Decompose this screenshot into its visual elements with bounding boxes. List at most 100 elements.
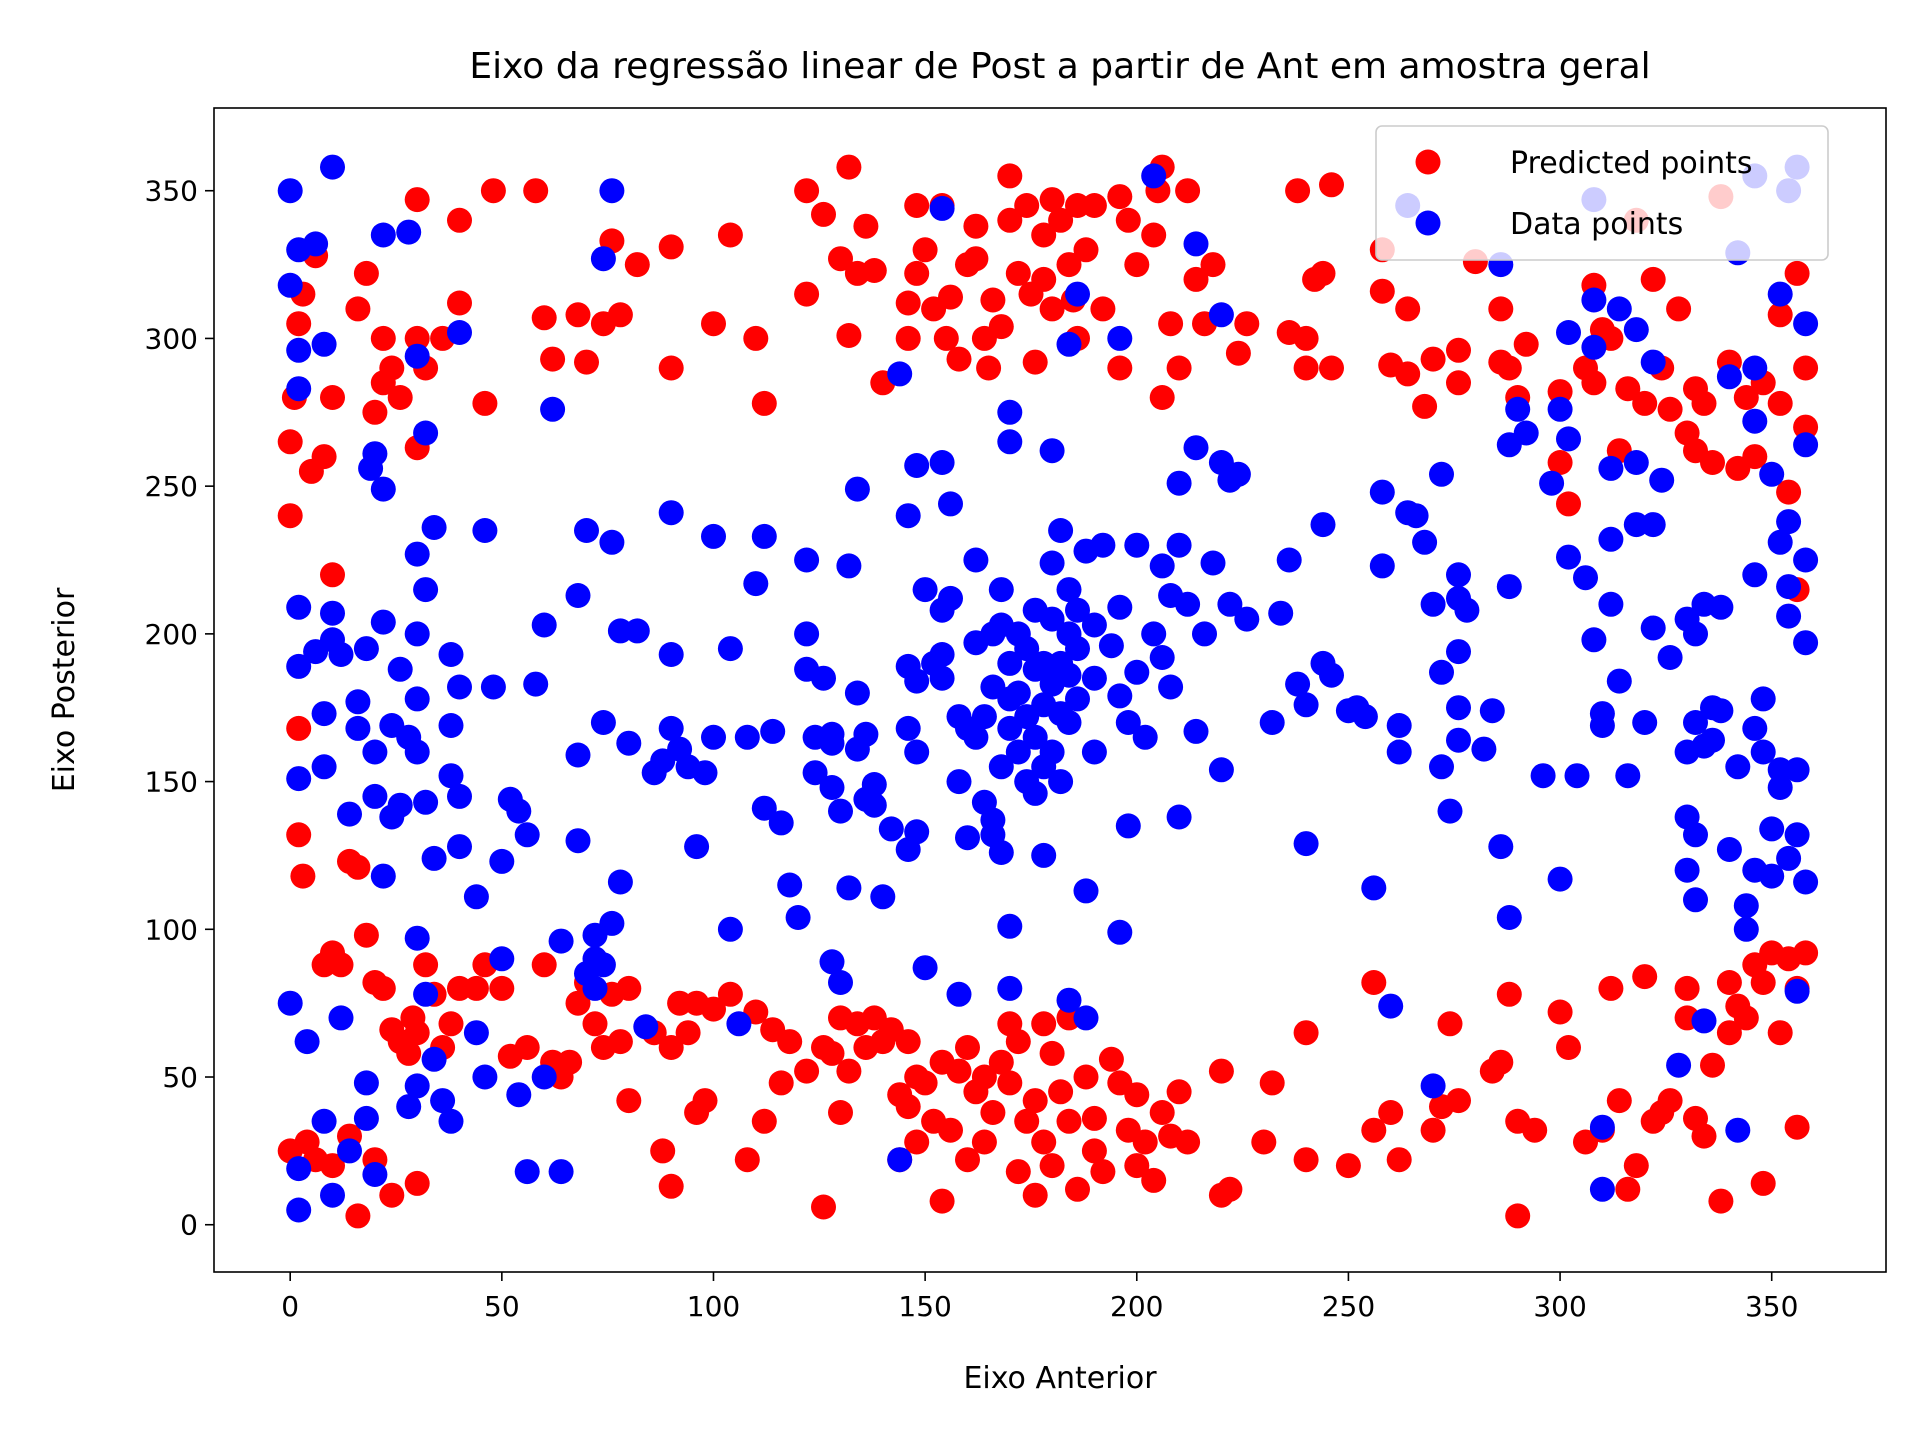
data-point-14 bbox=[413, 420, 439, 446]
predicted-point-89 bbox=[1124, 252, 1150, 278]
data-point-385 bbox=[506, 1082, 532, 1108]
data-point-76 bbox=[489, 848, 515, 874]
data-point-183 bbox=[1005, 739, 1031, 765]
data-point-292 bbox=[1556, 426, 1581, 452]
data-point-314 bbox=[1640, 512, 1666, 538]
predicted-point-51 bbox=[895, 290, 921, 316]
plot-frame bbox=[213, 107, 1887, 1273]
data-point-356 bbox=[1776, 845, 1802, 871]
data-point-271 bbox=[1429, 754, 1454, 780]
data-point-80 bbox=[523, 671, 549, 697]
data-point-266 bbox=[1412, 529, 1438, 555]
data-point-131 bbox=[844, 476, 870, 502]
data-point-97 bbox=[658, 500, 684, 526]
predicted-point-252 bbox=[1124, 1153, 1150, 1179]
data-point-66 bbox=[421, 515, 447, 540]
data-point-52 bbox=[370, 863, 396, 889]
predicted-point-157 bbox=[1793, 414, 1819, 440]
predicted-point-295 bbox=[1674, 975, 1700, 1001]
data-point-175 bbox=[988, 840, 1014, 865]
data-point-358 bbox=[1784, 757, 1810, 783]
data-point-65 bbox=[421, 845, 447, 871]
predicted-point-267 bbox=[1335, 1153, 1361, 1179]
predicted-point-58 bbox=[933, 325, 959, 351]
data-point-189 bbox=[1022, 724, 1048, 750]
data-point-136 bbox=[861, 772, 887, 797]
predicted-point-258 bbox=[1166, 1079, 1192, 1105]
predicted-point-323 bbox=[616, 1088, 642, 1114]
predicted-point-290 bbox=[1632, 964, 1658, 990]
data-point-250 bbox=[1293, 692, 1319, 718]
predicted-point-166 bbox=[353, 922, 379, 948]
data-point-212 bbox=[1073, 878, 1099, 904]
predicted-point-193 bbox=[607, 1029, 633, 1055]
data-point-217 bbox=[1090, 532, 1116, 558]
predicted-point-283 bbox=[1556, 1035, 1581, 1060]
data-point-348 bbox=[1759, 816, 1785, 842]
data-point-251 bbox=[1293, 831, 1319, 857]
data-point-140 bbox=[887, 1147, 913, 1173]
data-point-315 bbox=[1640, 615, 1666, 641]
data-point-390 bbox=[582, 975, 608, 1001]
data-point-394 bbox=[286, 1197, 312, 1223]
predicted-point-278 bbox=[1496, 981, 1522, 1007]
data-point-159 bbox=[946, 769, 972, 795]
data-point-327 bbox=[1691, 1008, 1717, 1034]
data-point-53 bbox=[370, 609, 396, 635]
data-point-155 bbox=[929, 665, 955, 691]
predicted-point-322 bbox=[404, 1170, 430, 1196]
predicted-point-307 bbox=[1767, 1020, 1793, 1046]
data-point-92 bbox=[616, 730, 642, 756]
data-point-105 bbox=[701, 724, 726, 750]
data-point-98 bbox=[658, 642, 684, 667]
data-point-102 bbox=[684, 834, 710, 860]
predicted-point-336 bbox=[955, 1147, 980, 1173]
data-point-361 bbox=[1793, 432, 1819, 458]
data-point-74 bbox=[472, 518, 498, 543]
predicted-point-62 bbox=[963, 213, 989, 239]
data-point-51 bbox=[362, 783, 388, 809]
data-point-113 bbox=[760, 718, 786, 744]
data-point-359 bbox=[1784, 978, 1810, 1004]
y-tick-label-0: 0 bbox=[180, 1209, 198, 1242]
predicted-point-289 bbox=[1623, 1153, 1649, 1179]
predicted-point-275 bbox=[1446, 1088, 1471, 1114]
data-point-222 bbox=[1115, 710, 1141, 735]
data-point-334 bbox=[1716, 837, 1742, 862]
predicted-point-40 bbox=[751, 390, 777, 416]
data-point-245 bbox=[1234, 606, 1260, 632]
predicted-point-200 bbox=[701, 996, 726, 1022]
predicted-point-231 bbox=[997, 1070, 1023, 1096]
data-point-25 bbox=[1056, 331, 1082, 357]
data-point-23 bbox=[1039, 438, 1065, 464]
predicted-point-84 bbox=[1081, 193, 1107, 218]
predicted-point-67 bbox=[988, 314, 1014, 340]
predicted-point-190 bbox=[582, 1011, 608, 1037]
data-point-213 bbox=[1073, 1005, 1099, 1031]
predicted-point-28 bbox=[540, 346, 566, 372]
predicted-point-44 bbox=[828, 246, 853, 272]
data-point-194 bbox=[1031, 842, 1057, 868]
predicted-point-0 bbox=[277, 429, 303, 455]
predicted-point-149 bbox=[1733, 385, 1759, 410]
predicted-point-188 bbox=[565, 990, 591, 1016]
data-point-104 bbox=[701, 523, 726, 549]
data-point-254 bbox=[1319, 662, 1344, 688]
data-point-83 bbox=[565, 583, 591, 608]
predicted-point-259 bbox=[1175, 1129, 1201, 1155]
data-point-26 bbox=[1107, 325, 1133, 351]
predicted-point-63 bbox=[963, 246, 989, 272]
data-point-126 bbox=[819, 949, 845, 975]
y-tick-label-2: 100 bbox=[145, 913, 198, 946]
predicted-point-79 bbox=[1056, 252, 1082, 278]
data-point-216 bbox=[1081, 739, 1107, 765]
predicted-point-160 bbox=[286, 822, 312, 848]
data-point-346 bbox=[1750, 739, 1776, 765]
predicted-point-174 bbox=[413, 952, 439, 978]
data-point-139 bbox=[878, 816, 904, 842]
data-point-6 bbox=[311, 331, 337, 357]
predicted-point-69 bbox=[997, 163, 1023, 189]
predicted-point-130 bbox=[1581, 370, 1607, 396]
predicted-point-216 bbox=[895, 1029, 921, 1055]
data-point-64 bbox=[413, 789, 439, 815]
